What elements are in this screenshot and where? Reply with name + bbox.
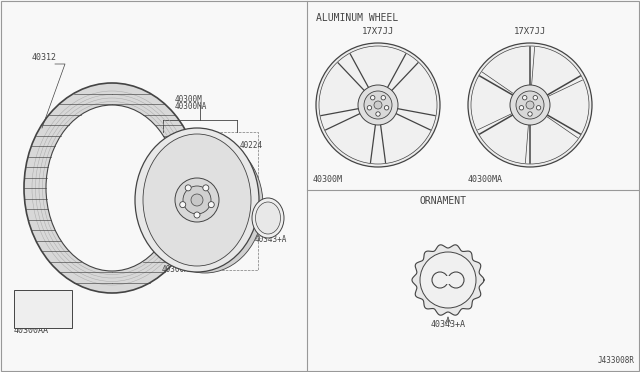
Polygon shape (412, 245, 484, 315)
Text: 40343+A: 40343+A (255, 235, 287, 244)
Circle shape (528, 112, 532, 116)
Circle shape (374, 101, 382, 109)
Circle shape (180, 202, 186, 208)
Circle shape (510, 85, 550, 125)
Circle shape (516, 91, 544, 119)
Circle shape (526, 101, 534, 109)
Circle shape (183, 186, 211, 214)
Circle shape (319, 46, 437, 164)
Circle shape (420, 252, 476, 308)
Circle shape (376, 112, 380, 116)
Circle shape (208, 202, 214, 208)
Text: 40224: 40224 (240, 141, 263, 150)
Circle shape (358, 85, 398, 125)
Bar (440, 276, 456, 284)
Text: 40300MA: 40300MA (468, 175, 503, 184)
Circle shape (533, 96, 538, 100)
Text: ALUMINUM WHEEL: ALUMINUM WHEEL (316, 13, 398, 23)
Circle shape (364, 91, 392, 119)
Circle shape (185, 185, 191, 191)
Circle shape (385, 106, 388, 110)
Circle shape (471, 46, 589, 164)
Text: 40311: 40311 (155, 146, 178, 155)
Ellipse shape (135, 128, 259, 272)
Text: 40300MA: 40300MA (175, 102, 207, 111)
Text: 17X7JJ: 17X7JJ (514, 27, 546, 36)
Circle shape (191, 194, 203, 206)
Circle shape (522, 96, 527, 100)
Circle shape (371, 96, 375, 100)
Text: 40300M: 40300M (175, 95, 203, 104)
Circle shape (203, 185, 209, 191)
Text: 40300M: 40300M (313, 175, 343, 184)
Ellipse shape (255, 202, 280, 234)
Text: 40343+A: 40343+A (431, 320, 465, 329)
Text: 40312: 40312 (32, 53, 57, 62)
Text: 40300AA: 40300AA (14, 326, 49, 335)
Circle shape (381, 96, 385, 100)
Text: 40300A: 40300A (161, 265, 189, 274)
Circle shape (468, 43, 592, 167)
Ellipse shape (24, 83, 200, 293)
Circle shape (194, 212, 200, 218)
Ellipse shape (46, 105, 178, 271)
Bar (179, 256, 191, 264)
Ellipse shape (252, 198, 284, 238)
Text: ORNAMENT: ORNAMENT (420, 196, 467, 206)
Ellipse shape (147, 137, 263, 273)
Circle shape (536, 106, 541, 110)
Bar (14, 290, 72, 328)
Circle shape (367, 106, 372, 110)
Text: J433008R: J433008R (598, 356, 635, 365)
Ellipse shape (143, 134, 251, 266)
Text: 17X7JJ: 17X7JJ (362, 27, 394, 36)
Circle shape (519, 106, 524, 110)
Circle shape (175, 178, 219, 222)
Circle shape (316, 43, 440, 167)
